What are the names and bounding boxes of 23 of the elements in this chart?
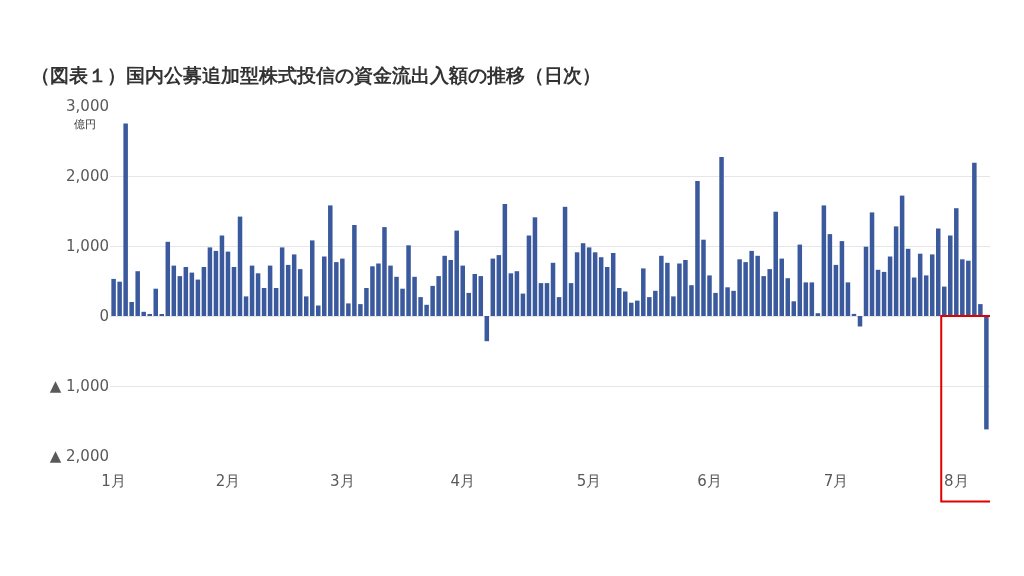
y-tick-label: 2,000 [66, 167, 109, 186]
y-tick-label: ▲ 1,000 [49, 377, 109, 396]
bar [303, 296, 309, 316]
y-tick-label: 1,000 [66, 237, 109, 256]
x-tick-label: 7月 [823, 472, 849, 490]
y-tick-label: 3,000 [66, 97, 109, 116]
bar [984, 316, 989, 430]
bar [791, 301, 797, 316]
bar [243, 296, 249, 316]
x-tick-label: 8月 [944, 472, 969, 490]
bar [857, 316, 863, 327]
y-tick-label: ▲ 2,000 [49, 447, 109, 466]
chart-title: （図表１）国内公募追加型株式投信の資金流出入額の推移（日次） [30, 63, 601, 86]
x-tick-label: 4月 [450, 472, 475, 490]
y-tick-label: 0 [99, 307, 109, 326]
y-axis-title: 億円 [74, 118, 96, 131]
x-tick-label: 1月 [101, 472, 126, 490]
x-tick-label: 3月 [330, 472, 355, 490]
x-tick-label: 6月 [697, 472, 722, 490]
x-tick-label: 5月 [576, 472, 602, 490]
bar [923, 275, 929, 316]
x-tick-label: 2月 [215, 472, 241, 490]
bar [815, 313, 821, 316]
